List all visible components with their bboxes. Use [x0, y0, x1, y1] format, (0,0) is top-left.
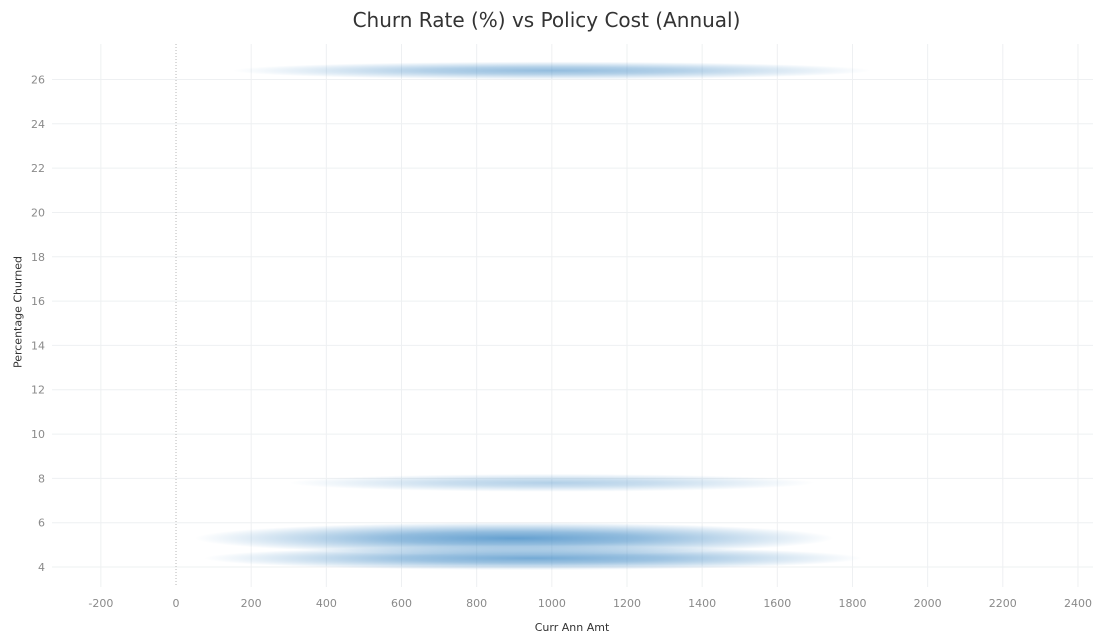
x-tick-label: 200 [241, 597, 262, 610]
y-tick-label: 18 [31, 251, 45, 264]
y-tick-label: 16 [31, 295, 45, 308]
x-tick-label: 400 [316, 597, 337, 610]
y-tick-label: 10 [31, 428, 45, 441]
y-tick-label: 26 [31, 73, 45, 86]
density-band [204, 546, 862, 571]
density-band [232, 61, 872, 80]
density-bands [194, 61, 872, 571]
y-tick-label: 6 [38, 517, 45, 530]
x-tick-label: 2200 [989, 597, 1017, 610]
x-tick-label: 2000 [914, 597, 942, 610]
y-tick-label: 8 [38, 472, 45, 485]
x-tick-label: -200 [88, 597, 113, 610]
x-tick-label: 2400 [1064, 597, 1092, 610]
x-tick-label: 1400 [688, 597, 716, 610]
density-band [288, 473, 815, 492]
x-tick-label: 1600 [763, 597, 791, 610]
y-tick-label: 20 [31, 206, 45, 219]
x-tick-label: 1800 [838, 597, 866, 610]
y-tick-label: 4 [38, 561, 45, 574]
y-tick-label: 22 [31, 162, 45, 175]
density-band [194, 522, 834, 555]
y-tick-label: 24 [31, 118, 45, 131]
y-tick-label: 14 [31, 339, 45, 352]
chart-title: Churn Rate (%) vs Policy Cost (Annual) [352, 8, 741, 32]
x-tick-label: 1200 [613, 597, 641, 610]
tick-labels: -200 0 200 400 600 800 1000 1200 1400 1600 1800 200… [31, 73, 1092, 610]
x-tick-label: 600 [391, 597, 412, 610]
x-tick-label: 0 [173, 597, 180, 610]
x-axis-label: Curr Ann Amt [534, 621, 610, 634]
x-tick-label: 1000 [538, 597, 566, 610]
grid [52, 44, 1093, 587]
y-tick-label: 12 [31, 384, 45, 397]
x-tick-label: 800 [466, 597, 487, 610]
